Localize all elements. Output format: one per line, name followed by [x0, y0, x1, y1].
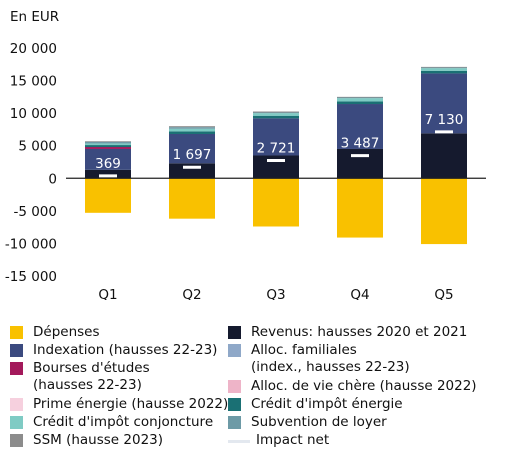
bar-segment-indexation — [421, 73, 467, 134]
bar-segment-ssm — [421, 66, 467, 68]
x-tick-label: Q5 — [434, 287, 453, 300]
bar-segment-credit_impot_energie — [169, 131, 215, 134]
legend-swatch-revenus — [228, 326, 241, 339]
x-tick-label: Q2 — [182, 287, 201, 300]
legend-label-subvention_loyer: Subvention de loyer — [251, 414, 387, 430]
bar-segment-ssm — [253, 111, 299, 113]
bar-segment-ssm — [169, 126, 215, 128]
legend-item-revenus: Revenus: hausses 2020 et 2021 — [228, 324, 467, 341]
bar-segment-depenses — [169, 178, 215, 219]
impact-net-label: 2 721 — [257, 141, 296, 157]
impact-net-label: 369 — [95, 156, 121, 172]
bar-segment-depenses — [253, 178, 299, 227]
y-tick-label: 20 000 — [10, 41, 57, 57]
bar-segment-depenses — [85, 178, 131, 213]
y-tick-label: 5 000 — [18, 139, 57, 155]
legend-label-alloc_vie_chere: Alloc. de vie chère (hausse 2022) — [251, 378, 477, 394]
x-tick-label: Q3 — [266, 287, 285, 300]
impact-net-label: 1 697 — [173, 147, 212, 163]
y-tick-label: 10 000 — [10, 106, 57, 122]
legend-swatch-alloc_familiales — [228, 344, 241, 357]
legend-item-ssm: SSM (hausse 2023) — [10, 432, 163, 449]
x-tick-label: Q1 — [98, 287, 117, 300]
legend-label-indexation: Indexation (hausses 22-23) — [33, 342, 218, 358]
bar-segment-subvention_loyer — [169, 127, 215, 129]
bar-segment-depenses — [421, 178, 467, 245]
legend-label-bourses: Bourses d'études (hausses 22-23) — [33, 360, 150, 393]
legend-label-ssm: SSM (hausse 2023) — [33, 432, 164, 448]
impact-net-label: 3 487 — [341, 136, 380, 152]
bar-segment-credit_impot_conjoncture — [337, 98, 383, 102]
legend-label-alloc_familiales: Alloc. familiales (index., hausses 22-23… — [251, 342, 410, 375]
legend-label-credit_impot_conjoncture: Crédit d'impôt conjoncture — [33, 414, 214, 430]
bar-segment-credit_impot_energie — [85, 145, 131, 148]
legend-item-depenses: Dépenses — [10, 324, 100, 341]
bar-segment-credit_impot_conjoncture — [421, 68, 467, 71]
bar-segment-ssm — [337, 96, 383, 98]
legend-item-impact_net: Impact net — [228, 432, 329, 449]
legend-swatch-prime_energie — [10, 398, 23, 411]
bar-segment-revenus — [253, 155, 299, 179]
bar-segment-revenus — [421, 133, 467, 179]
bar-segment-subvention_loyer — [253, 112, 299, 114]
bar-segment-credit_impot_conjoncture — [85, 143, 131, 146]
bar-segment-revenus — [337, 148, 383, 179]
legend-item-prime_energie: Prime énergie (hausse 2022) — [10, 396, 228, 413]
legend-label-prime_energie: Prime énergie (hausse 2022) — [33, 396, 229, 412]
bar-segment-indexation — [253, 118, 299, 156]
legend-swatch-indexation — [10, 344, 23, 357]
bar-segment-credit_impot_conjoncture — [253, 113, 299, 116]
legend-item-credit_impot_conjoncture: Crédit d'impôt conjoncture — [10, 414, 213, 431]
bar-segment-credit_impot_energie — [421, 70, 467, 74]
legend-swatch-bourses — [10, 362, 23, 375]
chart-plot: En EUR -15 000 -10 000 -5 000 0 5 000 10 000 15… — [5, 9, 486, 300]
bar-segment-depenses — [337, 178, 383, 238]
bar-segment-indexation — [337, 104, 383, 149]
legend-item-bourses: Bourses d'études (hausses 22-23) — [10, 360, 150, 394]
legend-item-alloc_familiales: Alloc. familiales (index., hausses 22-23… — [228, 342, 410, 376]
bar-segment-credit_impot_conjoncture — [169, 128, 215, 132]
y-tick-label: 0 — [48, 171, 57, 187]
y-tick-label: 15 000 — [10, 74, 57, 90]
y-tick-label: -15 000 — [5, 269, 57, 285]
legend-swatch-alloc_vie_chere — [228, 380, 241, 393]
legend-swatch-ssm — [10, 434, 23, 447]
legend-label-impact-net: Impact net — [256, 432, 330, 448]
bar-segment-subvention_loyer — [421, 67, 467, 69]
legend-label-revenus: Revenus: hausses 2020 et 2021 — [251, 324, 468, 340]
y-tick-label: -5 000 — [13, 204, 57, 220]
legend-item-indexation: Indexation (hausses 22-23) — [10, 342, 217, 359]
y-axis-label: En EUR — [10, 9, 59, 25]
legend-swatch-credit_impot_energie — [228, 398, 241, 411]
bar-segment-credit_impot_energie — [253, 115, 299, 119]
bar-segment-revenus — [85, 169, 131, 179]
x-tick-label: Q4 — [350, 287, 369, 300]
legend-swatch-depenses — [10, 326, 23, 339]
bar-segment-subvention_loyer — [85, 141, 131, 144]
bar-segment-bourses — [85, 147, 131, 149]
legend-line-impact-net — [228, 440, 250, 443]
legend-item-credit_impot_energie: Crédit d'impôt énergie — [228, 396, 403, 413]
legend-swatch-subvention_loyer — [228, 416, 241, 429]
bar-segment-subvention_loyer — [337, 97, 383, 99]
legend-label-depenses: Dépenses — [33, 324, 100, 340]
y-tick-label: -10 000 — [5, 236, 57, 252]
legend-swatch-credit_impot_conjoncture — [10, 416, 23, 429]
legend-item-subvention_loyer: Subvention de loyer — [228, 414, 387, 431]
bar-segment-credit_impot_energie — [337, 101, 383, 105]
impact-net-label: 7 130 — [425, 112, 464, 128]
legend-item-alloc_vie_chere: Alloc. de vie chère (hausse 2022) — [228, 378, 477, 395]
bar-segment-revenus — [169, 163, 215, 179]
bar-segment-indexation — [85, 148, 131, 170]
bar-segment-indexation — [169, 133, 215, 164]
legend-label-credit_impot_energie: Crédit d'impôt énergie — [251, 396, 403, 412]
bar-segment-ssm — [85, 141, 131, 142]
